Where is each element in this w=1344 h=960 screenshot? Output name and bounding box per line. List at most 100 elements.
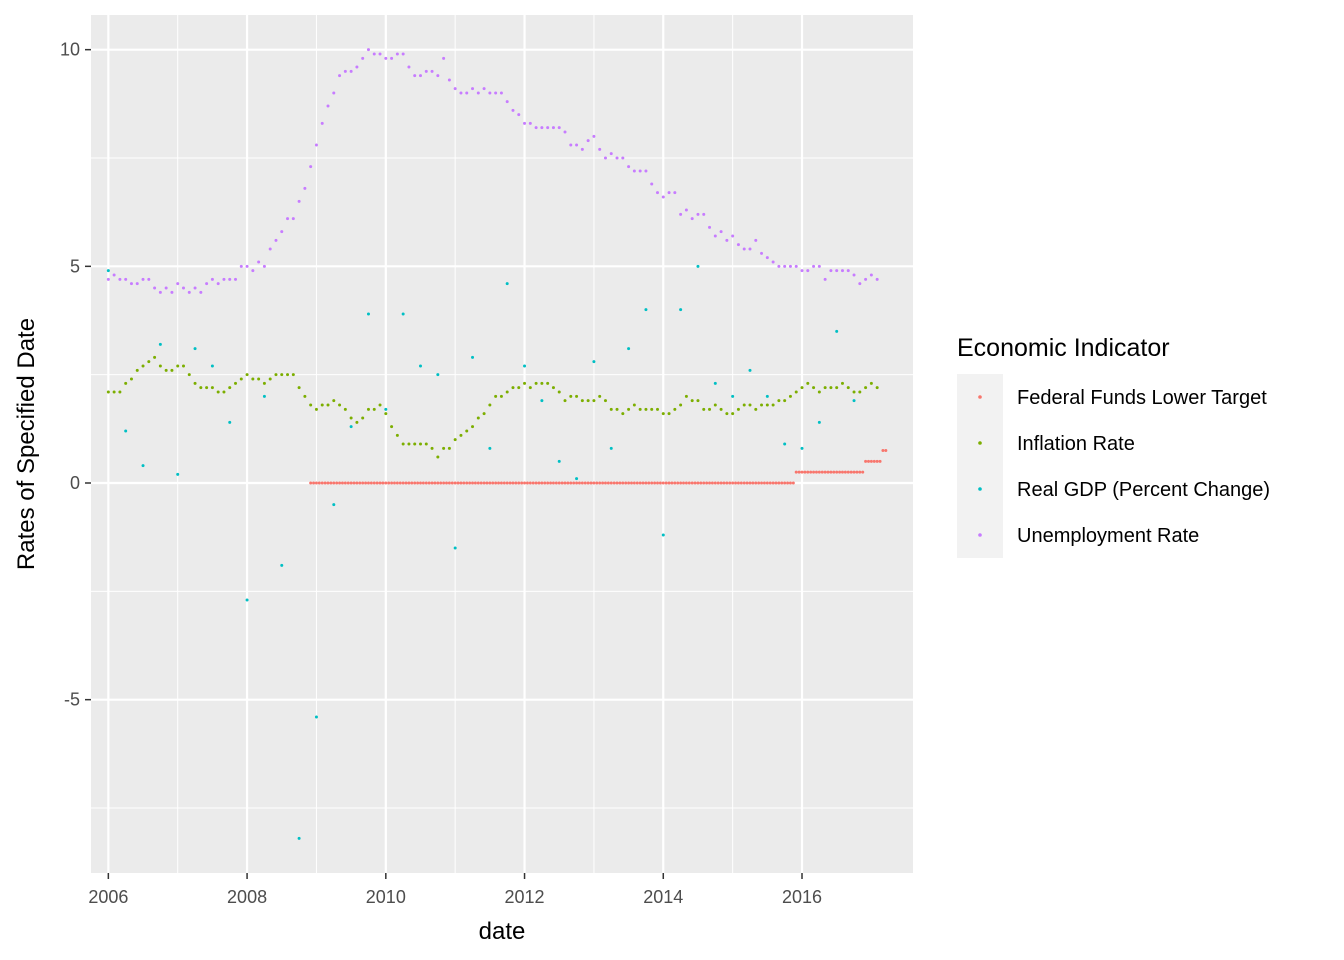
data-point bbox=[627, 347, 631, 351]
data-point bbox=[852, 273, 856, 277]
data-point bbox=[736, 407, 740, 411]
data-point bbox=[760, 481, 764, 485]
data-point bbox=[858, 390, 862, 394]
data-point bbox=[641, 481, 645, 485]
data-point bbox=[817, 390, 821, 394]
data-point bbox=[728, 481, 732, 485]
data-point bbox=[488, 403, 492, 407]
y-axis: -5 0 5 10 bbox=[60, 40, 91, 710]
data-point bbox=[754, 407, 758, 411]
data-point bbox=[523, 364, 527, 368]
data-point bbox=[592, 399, 596, 403]
legend-key-background bbox=[957, 374, 1003, 558]
data-point bbox=[875, 277, 879, 281]
data-point bbox=[696, 264, 700, 268]
data-point bbox=[546, 481, 550, 485]
data-point bbox=[563, 399, 567, 403]
data-point bbox=[731, 234, 735, 238]
data-point bbox=[638, 481, 642, 485]
data-point bbox=[569, 394, 573, 398]
data-point bbox=[355, 481, 359, 485]
data-point bbox=[465, 481, 469, 485]
data-point bbox=[661, 195, 665, 199]
data-point bbox=[312, 481, 316, 485]
data-point bbox=[436, 74, 440, 78]
legend-label: Inflation Rate bbox=[1017, 433, 1135, 455]
data-point bbox=[866, 459, 870, 463]
data-point bbox=[193, 381, 197, 385]
data-point bbox=[297, 199, 301, 203]
data-point bbox=[401, 312, 405, 316]
data-point bbox=[855, 470, 859, 474]
data-point bbox=[485, 481, 489, 485]
data-point bbox=[655, 407, 659, 411]
data-point bbox=[384, 56, 388, 60]
data-point bbox=[806, 381, 810, 385]
data-point bbox=[326, 403, 330, 407]
data-point bbox=[705, 481, 709, 485]
data-point bbox=[609, 407, 613, 411]
data-point bbox=[563, 481, 567, 485]
data-point bbox=[494, 91, 498, 95]
data-point bbox=[349, 481, 353, 485]
data-point bbox=[164, 286, 168, 290]
data-point bbox=[410, 481, 414, 485]
data-point bbox=[693, 481, 697, 485]
data-point bbox=[320, 481, 324, 485]
data-point bbox=[586, 399, 590, 403]
data-point bbox=[864, 277, 868, 281]
data-point bbox=[453, 438, 457, 442]
data-point bbox=[528, 121, 532, 125]
data-point bbox=[575, 481, 579, 485]
data-point bbox=[575, 143, 579, 147]
data-point bbox=[673, 407, 677, 411]
y-tick-label: 0 bbox=[70, 473, 80, 493]
data-point bbox=[601, 481, 605, 485]
data-point bbox=[413, 442, 417, 446]
data-point bbox=[297, 836, 301, 840]
data-point bbox=[566, 481, 570, 485]
data-point bbox=[476, 416, 480, 420]
data-point bbox=[551, 126, 555, 130]
data-point bbox=[413, 481, 417, 485]
data-point bbox=[450, 481, 454, 485]
data-point bbox=[147, 360, 151, 364]
data-point bbox=[430, 481, 434, 485]
data-point bbox=[713, 381, 717, 385]
data-point bbox=[459, 91, 463, 95]
data-point bbox=[557, 459, 561, 463]
data-point bbox=[864, 459, 868, 463]
data-point bbox=[765, 256, 769, 260]
data-point bbox=[774, 481, 778, 485]
data-point bbox=[465, 429, 469, 433]
data-point bbox=[372, 407, 376, 411]
data-point bbox=[569, 143, 573, 147]
data-point bbox=[800, 470, 804, 474]
data-point bbox=[644, 308, 648, 312]
data-point bbox=[349, 425, 353, 429]
data-point bbox=[378, 52, 382, 56]
data-point bbox=[771, 403, 775, 407]
data-point bbox=[803, 470, 807, 474]
data-point bbox=[124, 381, 128, 385]
data-point bbox=[603, 481, 607, 485]
data-point bbox=[286, 217, 290, 221]
data-point bbox=[546, 126, 550, 130]
data-point bbox=[771, 260, 775, 264]
data-point bbox=[251, 377, 255, 381]
data-point bbox=[505, 481, 509, 485]
data-point bbox=[702, 481, 706, 485]
data-point bbox=[667, 191, 671, 195]
data-point bbox=[488, 481, 492, 485]
data-point bbox=[421, 481, 425, 485]
data-point bbox=[719, 230, 723, 234]
data-point bbox=[788, 481, 792, 485]
data-point bbox=[401, 442, 405, 446]
data-point bbox=[713, 403, 717, 407]
data-point bbox=[494, 481, 498, 485]
data-point bbox=[557, 390, 561, 394]
data-point bbox=[577, 481, 581, 485]
data-point bbox=[603, 156, 607, 160]
data-point bbox=[309, 403, 313, 407]
data-point bbox=[187, 290, 191, 294]
